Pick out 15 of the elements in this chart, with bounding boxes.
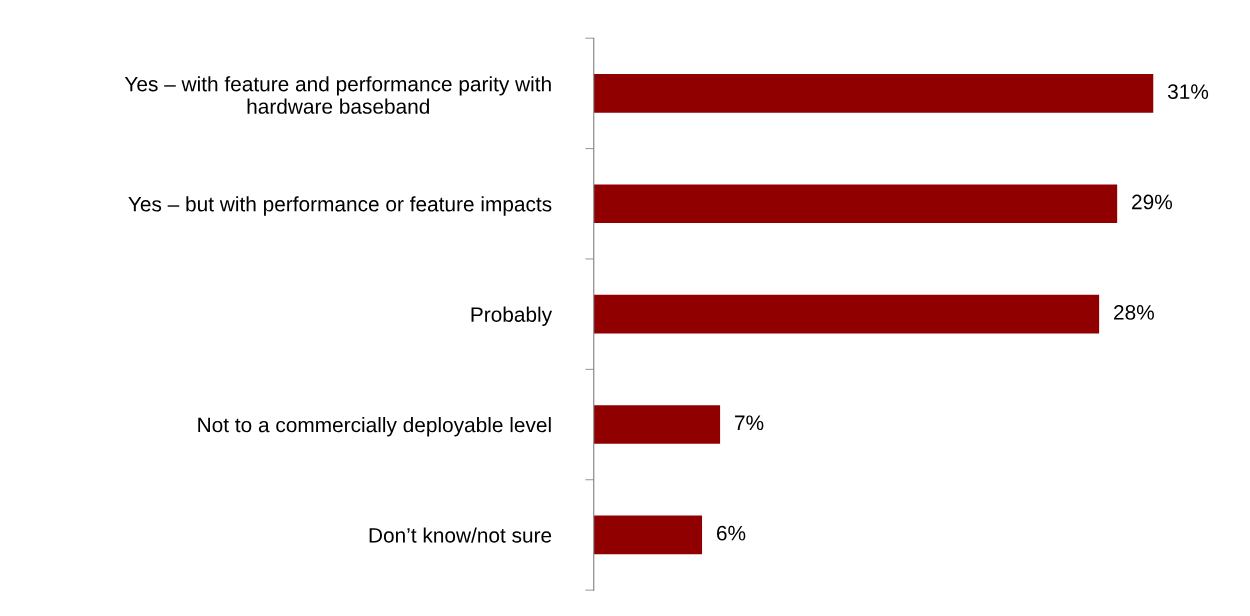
bar <box>593 405 721 444</box>
y-tick-label: Not to a commercially deployable level <box>198 417 551 437</box>
bar <box>593 515 703 555</box>
y-tick-label: Yes – with feature and performance parity with hardware baseband <box>124 76 551 114</box>
data-label: 6% <box>716 525 746 541</box>
data-label: 7% <box>735 415 764 431</box>
data-label: 29% <box>1132 194 1173 210</box>
bar <box>593 74 1154 113</box>
data-label: 28% <box>1114 305 1154 320</box>
bar <box>593 184 1118 224</box>
data-label: 31% <box>1167 84 1209 99</box>
y-tick-label: Yes – but with performance or feature impacts <box>128 196 552 216</box>
y-tick-label: Probably <box>471 306 553 327</box>
bar <box>593 294 1100 334</box>
y-tick-label: Don’t know/not sure <box>369 527 552 543</box>
